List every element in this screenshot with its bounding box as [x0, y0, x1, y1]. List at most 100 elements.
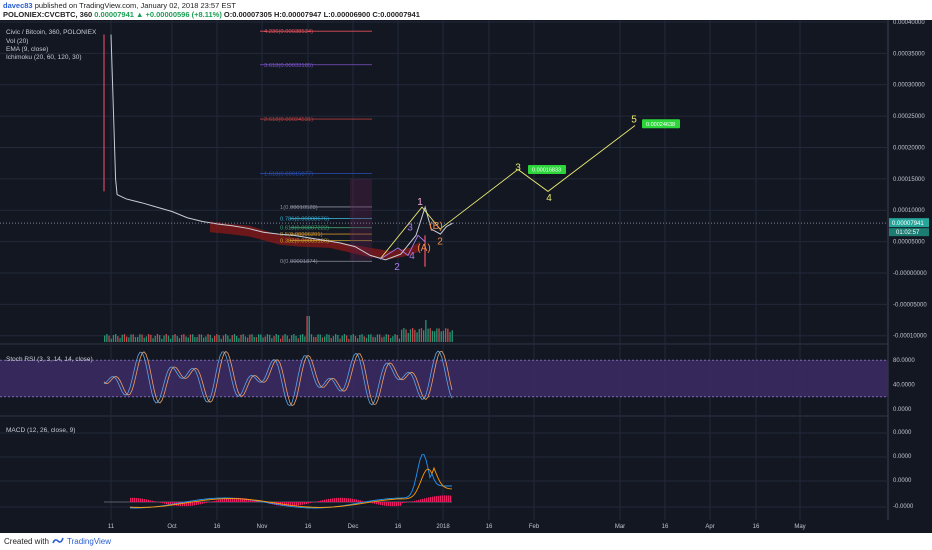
price-tick-label: -0.00010000: [893, 334, 927, 340]
macd-histogram-bar: [144, 499, 146, 502]
tradingview-brand-link[interactable]: TradingView: [67, 537, 112, 546]
volume-bar: [227, 335, 229, 342]
macd-histogram-bar: [304, 502, 306, 505]
volume-bar: [189, 334, 192, 342]
volume-bar: [352, 334, 354, 342]
macd-histogram-bar: [200, 502, 202, 505]
volume-bar: [436, 328, 438, 342]
volume-bar: [412, 328, 414, 342]
macd-histogram-bar: [438, 495, 440, 502]
volume-bar: [203, 337, 205, 342]
price-tick-label: -0.00000000: [893, 271, 927, 277]
chart-area[interactable]: 4.236(0.00038534) 3.618(0.00033185) 2.618(…: [0, 20, 932, 533]
macd-histogram-bar: [444, 495, 446, 502]
macd-histogram-bar: [170, 502, 172, 505]
wave-projection-line: [379, 125, 636, 260]
fib-label: 1(0.00010528): [280, 205, 318, 211]
volume-bar: [313, 336, 315, 342]
price-axis[interactable]: 0.00040000 0.00035000 0.00030000 0.00025000…: [889, 20, 929, 510]
volume-bar: [449, 331, 451, 342]
price-tick-label: 0.00040000: [893, 20, 925, 26]
time-tick-label: May: [794, 524, 805, 530]
macd-tick-label: -0.0000: [893, 504, 914, 510]
volume-bar: [317, 334, 319, 342]
macd-histogram-bar: [332, 498, 334, 502]
volume-bar: [260, 334, 262, 342]
author-link[interactable]: davec83: [3, 1, 33, 10]
tradingview-logo-icon[interactable]: [52, 536, 64, 545]
volume-bar: [372, 336, 374, 342]
volume-bar: [337, 335, 339, 342]
volume-bar: [139, 334, 141, 342]
volume-bar: [231, 335, 233, 342]
macd-histogram-bar: [318, 501, 320, 502]
macd-histogram-bar: [416, 500, 418, 502]
macd-histogram-bar: [412, 501, 414, 502]
volume-bar: [262, 337, 264, 342]
volume-bar: [341, 335, 343, 342]
macd-histogram-bar: [150, 500, 152, 502]
publish-header: davec83 published on TradingView.com, Ja…: [0, 0, 932, 20]
current-price-label: 0.00007941: [892, 221, 924, 227]
macd-tick-label: 0.0000: [893, 430, 912, 436]
volume-bar: [398, 338, 401, 342]
volume-bar: [161, 338, 163, 342]
volume-bar: [255, 337, 258, 342]
volume-bar: [315, 337, 317, 342]
macd-line: [129, 454, 452, 509]
macd-histogram-bar: [330, 498, 332, 502]
volume-bar: [427, 328, 429, 342]
macd-signal-line: [129, 466, 453, 508]
macd-histogram-bar: [212, 501, 214, 502]
macd-histogram-bar: [348, 498, 350, 502]
volume-bar: [220, 338, 222, 342]
time-tick-label: Oct: [167, 524, 177, 530]
volume-bar: [381, 337, 383, 342]
volume-bar: [242, 334, 244, 342]
volume-pane: [104, 316, 453, 342]
macd-histogram-bar: [242, 498, 244, 502]
volume-bar: [141, 334, 143, 342]
volume-bar: [291, 335, 293, 342]
legend-ema: EMA (9, close): [6, 46, 48, 53]
volume-bar: [200, 334, 203, 342]
macd-histogram-bar: [250, 499, 252, 502]
macd-histogram-bar: [198, 502, 200, 505]
macd-histogram-bar: [372, 502, 374, 504]
macd-histogram-bar: [322, 500, 324, 502]
macd-histogram-bar: [310, 502, 312, 504]
volume-bar: [209, 334, 211, 342]
macd-histogram-bar: [294, 502, 296, 506]
macd-histogram-bar: [184, 502, 186, 507]
macd-histogram-bar: [440, 495, 442, 502]
macd-histogram-bar: [414, 500, 416, 502]
macd-histogram-bar: [232, 497, 234, 502]
macd-histogram-bar: [342, 497, 344, 502]
volume-bar: [326, 334, 328, 342]
volume-bar: [172, 335, 174, 342]
volume-bar: [407, 332, 409, 342]
macd-histogram-bar: [234, 497, 236, 502]
macd-histogram-bar: [386, 502, 388, 506]
price-tick-label: 0.00005000: [893, 240, 925, 246]
volume-bar: [335, 334, 337, 342]
volume-bar: [350, 335, 352, 342]
volume-bar: [308, 316, 310, 342]
volume-bar: [376, 334, 379, 342]
macd-histogram-bar: [138, 498, 140, 502]
macd-histogram-bar: [140, 498, 142, 502]
chart-svg[interactable]: 4.236(0.00038534) 3.618(0.00033185) 2.618(…: [0, 20, 932, 533]
time-tick-label: 2018: [436, 524, 450, 530]
macd-histogram-bar: [360, 500, 362, 502]
volume-bar: [394, 334, 396, 342]
fib-label: 0.786(0.00008676): [280, 217, 329, 223]
macd-histogram-bar: [338, 497, 340, 502]
macd-histogram-bar: [222, 499, 224, 502]
countdown-box: [889, 228, 929, 237]
time-axis[interactable]: 11 Oct 16 Nov 16 Dec 16 2018 16 Feb Mar 16 Apr 16 May: [108, 524, 806, 530]
macd-histogram-bar: [290, 502, 292, 507]
volume-bar: [253, 336, 255, 342]
macd-histogram-bar: [380, 502, 382, 506]
volume-bar: [359, 334, 361, 342]
volume-bar: [156, 334, 159, 342]
